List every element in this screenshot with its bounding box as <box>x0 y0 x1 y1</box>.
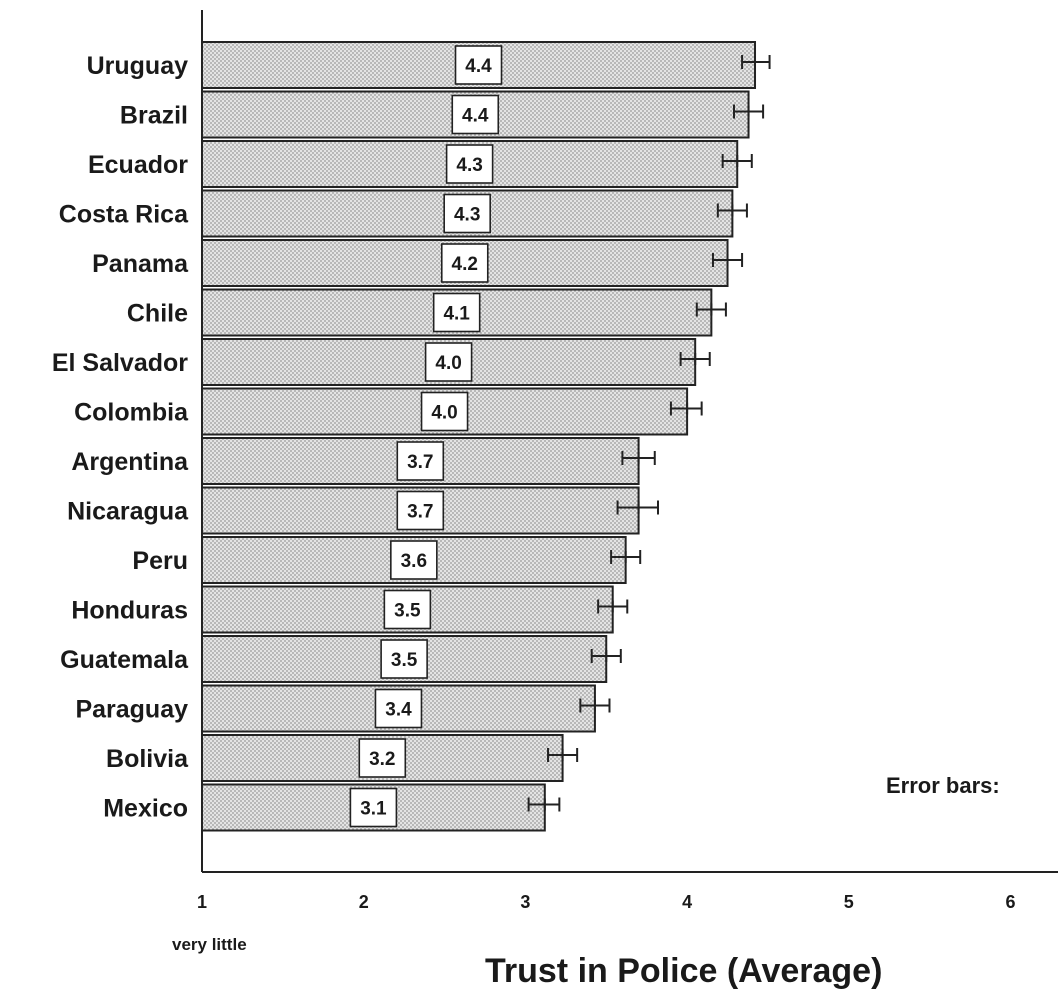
category-label-chile: Chile <box>127 300 188 328</box>
value-box-bolivia <box>358 738 407 778</box>
category-label-colombia: Colombia <box>74 399 189 427</box>
x-min-anchor-label: very little <box>172 935 247 954</box>
value-label-brazil: 4.4 <box>462 106 489 127</box>
error-bar-el-salvador <box>679 352 711 366</box>
category-label-guatemala: Guatemala <box>60 646 189 674</box>
value-box-colombia <box>420 391 469 432</box>
category-label-argentina: Argentina <box>71 448 189 476</box>
category-label-uruguay: Uruguay <box>87 52 189 80</box>
value-box-brazil <box>451 94 500 135</box>
error-bar-ecuador <box>721 154 753 168</box>
value-box-honduras <box>383 589 432 630</box>
value-label-ecuador: 4.3 <box>456 155 482 176</box>
axis-layer: 1 2 3 4 5 6 <box>197 10 1058 912</box>
value-label-nicaragua: 3.7 <box>407 502 433 523</box>
error-bar-nicaragua <box>616 500 659 515</box>
category-label-panama: Panama <box>92 250 189 278</box>
category-label-costa-rica: Costa Rica <box>59 201 189 229</box>
value-label-guatemala: 3.5 <box>391 650 418 671</box>
error-bar-brazil <box>732 104 765 119</box>
value-box-peru <box>390 540 438 580</box>
value-box-panama <box>440 243 489 283</box>
error-bars-note: Error bars: <box>886 773 1000 798</box>
value-label-panama: 4.2 <box>452 254 478 275</box>
value-label-argentina: 3.7 <box>407 452 433 473</box>
value-label-honduras: 3.5 <box>394 601 421 622</box>
category-label-ecuador: Ecuador <box>88 151 188 179</box>
value-box-guatemala <box>380 639 428 679</box>
category-label-nicaragua: Nicaragua <box>67 498 189 526</box>
value-box-argentina <box>396 441 445 481</box>
category-label-bolivia: Bolivia <box>106 745 189 773</box>
error-bar-costa-rica <box>716 203 748 218</box>
value-label-chile: 4.1 <box>443 304 470 325</box>
value-box-ecuador <box>445 144 494 184</box>
value-label-bolivia: 3.2 <box>369 749 395 770</box>
error-bar-guatemala <box>590 649 622 663</box>
value-box-costa-rica <box>443 193 491 234</box>
category-label-el-salvador: El Salvador <box>52 349 188 377</box>
value-label-costa-rica: 4.3 <box>454 205 480 226</box>
error-bar-colombia <box>669 401 703 416</box>
error-bar-panama <box>711 253 744 267</box>
value-box-nicaragua <box>396 490 445 531</box>
category-label-peru: Peru <box>132 547 188 575</box>
x-tick-label-4: 4 <box>682 892 692 912</box>
error-bar-paraguay <box>579 698 611 713</box>
value-box-chile <box>432 292 481 333</box>
error-bar-honduras <box>597 599 629 614</box>
x-tick-label-1: 1 <box>197 892 207 912</box>
value-label-uruguay: 4.4 <box>465 56 492 77</box>
bars-layer: Uruguay 4.4 Brazil 4.4 Ecuador 4.3 Costa Rica 4… <box>52 41 771 832</box>
x-tick-label-6: 6 <box>1005 892 1015 912</box>
value-box-paraguay <box>374 688 423 729</box>
error-bar-argentina <box>621 451 656 465</box>
x-tick-label-3: 3 <box>520 892 530 912</box>
x-tick-label-5: 5 <box>844 892 854 912</box>
value-label-paraguay: 3.4 <box>385 700 412 721</box>
error-bar-mexico <box>527 797 561 812</box>
value-label-mexico: 3.1 <box>360 799 387 820</box>
value-label-el-salvador: 4.0 <box>435 353 461 374</box>
category-label-honduras: Honduras <box>71 597 188 625</box>
value-box-mexico <box>349 787 398 828</box>
category-label-paraguay: Paraguay <box>75 696 188 724</box>
error-bar-chile <box>695 302 727 317</box>
category-label-mexico: Mexico <box>103 795 188 823</box>
error-bar-peru <box>610 550 642 564</box>
value-box-uruguay <box>454 45 503 85</box>
value-label-peru: 3.6 <box>401 551 427 572</box>
x-tick-label-2: 2 <box>359 892 369 912</box>
error-bar-bolivia <box>547 748 579 762</box>
category-label-brazil: Brazil <box>120 102 188 130</box>
x-axis-title: Trust in Police (Average) <box>485 952 882 990</box>
value-label-colombia: 4.0 <box>431 403 457 424</box>
value-box-el-salvador <box>424 342 473 382</box>
error-bar-uruguay <box>741 55 771 69</box>
